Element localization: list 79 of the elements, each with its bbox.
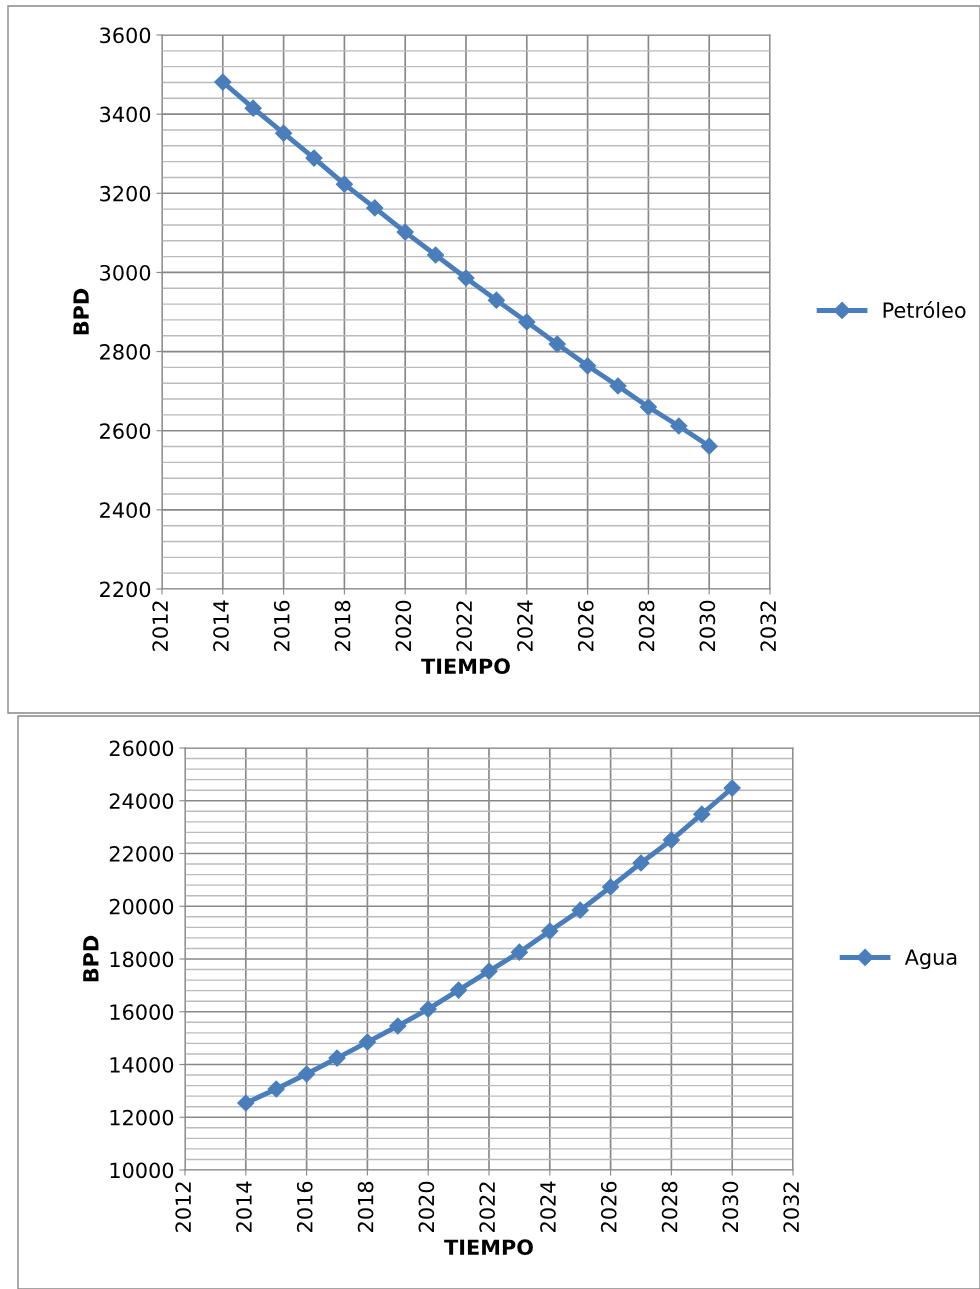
- point: [579, 357, 597, 375]
- x-tick-label: 2030: [722, 1181, 739, 1232]
- point: [632, 854, 650, 872]
- x-tick-label: 2020: [418, 1181, 435, 1232]
- point: [419, 1000, 437, 1018]
- x-tick-label: 2028: [638, 600, 655, 651]
- point: [723, 779, 741, 797]
- x-tick-label: 2032: [760, 601, 777, 651]
- point: [510, 943, 528, 961]
- y-tick-label: 3000: [100, 264, 151, 281]
- legend-label: Petróleo: [883, 301, 966, 319]
- x-tick-label: 2020: [395, 600, 412, 651]
- point: [237, 1094, 255, 1112]
- x-tick-label: 2030: [699, 600, 716, 651]
- y-tick-label: 2200: [100, 581, 151, 598]
- y-tick-label: 2600: [100, 423, 151, 439]
- point: [275, 124, 293, 142]
- point: [366, 199, 384, 217]
- x-tick-label: 2018: [357, 1181, 374, 1232]
- point: [267, 1080, 285, 1098]
- y-tick-label: 2400: [100, 502, 151, 519]
- x-tick-label: 2012: [175, 1182, 192, 1232]
- point: [670, 417, 688, 435]
- x-tick-label: 2026: [577, 600, 594, 651]
- x-tick-label: 2012: [152, 601, 169, 651]
- point: [335, 175, 353, 193]
- y-tick-label: 12000: [110, 1109, 174, 1126]
- point: [328, 1049, 346, 1067]
- x-tick-label: 2014: [236, 1181, 252, 1232]
- point: [518, 313, 536, 331]
- y-tick-label: 3200: [100, 185, 151, 202]
- y-tick-label: 3600: [100, 27, 151, 44]
- y-tick-label: 10000: [110, 1162, 174, 1179]
- y-tick-label: 20000: [109, 898, 174, 915]
- y-tick-label: 14000: [110, 1056, 174, 1073]
- point: [700, 437, 718, 455]
- y-tick-label: 24000: [109, 793, 174, 809]
- point: [450, 981, 468, 999]
- point: [214, 73, 232, 91]
- point: [541, 922, 559, 940]
- y-tick-label: 22000: [109, 845, 174, 862]
- point: [358, 1033, 376, 1051]
- point: [662, 831, 680, 849]
- point: [487, 291, 505, 309]
- point: [389, 1017, 407, 1035]
- point: [602, 878, 620, 896]
- point: [609, 377, 627, 395]
- point: [548, 335, 566, 353]
- x-tick-label: 2022: [479, 1182, 496, 1232]
- point: [457, 269, 475, 287]
- x-tick-label: 2022: [456, 601, 473, 651]
- point: [571, 901, 589, 919]
- point: [298, 1065, 316, 1083]
- x-tick-label: 2024: [517, 600, 533, 651]
- x-tick-label: 2016: [273, 600, 290, 651]
- point: [244, 99, 262, 117]
- x-tick-label: 2018: [334, 600, 351, 651]
- point: [693, 805, 711, 823]
- point: [305, 149, 323, 167]
- point: [396, 223, 414, 241]
- y-tick-label: 16000: [110, 1004, 174, 1020]
- x-axis-title: TIEMPO: [421, 658, 510, 675]
- x-tick-label: 2024: [540, 1181, 556, 1232]
- x-tick-label: 2016: [296, 1181, 313, 1232]
- y-tick-label: 18000: [110, 951, 174, 968]
- legend-label: Agua: [904, 949, 957, 970]
- point: [480, 962, 498, 980]
- x-tick-label: 2032: [783, 1182, 800, 1232]
- x-tick-label: 2026: [600, 1181, 617, 1232]
- y-axis-title: BPD: [73, 288, 89, 335]
- x-axis-title: TIEMPO: [444, 1239, 533, 1256]
- y-axis-title: BPD: [83, 935, 99, 982]
- y-tick-label: 3400: [100, 106, 151, 123]
- x-tick-label: 2014: [213, 600, 229, 651]
- y-tick-label: 26000: [109, 740, 174, 757]
- point: [639, 398, 657, 416]
- point: [427, 246, 445, 264]
- y-tick-label: 2800: [100, 344, 151, 360]
- x-tick-label: 2028: [661, 1181, 678, 1232]
